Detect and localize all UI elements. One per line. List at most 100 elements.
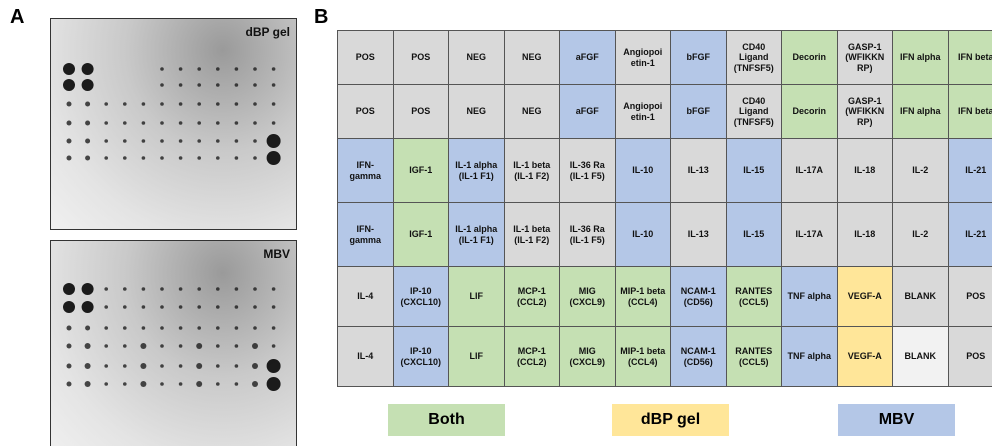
spot [253,139,257,143]
spot [179,102,183,106]
spots [51,19,296,229]
spot [272,102,276,106]
spot [160,344,164,348]
table-cell: IL-4 [337,266,394,327]
spot [142,156,146,160]
spot [235,139,239,143]
spot [140,343,146,349]
spot [197,83,201,87]
table-cell: IL-36 Ra (IL-1 F5) [559,202,616,267]
spot [267,377,281,391]
table-cell: TNF alpha [781,326,838,387]
spot [216,287,220,291]
panel-label: A [10,6,24,29]
table-cell: IGF-1 [393,138,450,203]
spot [160,305,164,309]
table-cell: aFGF [559,30,616,85]
table-cell: IL-2 [892,138,949,203]
spot [179,326,183,330]
spot [160,139,164,143]
spot [196,343,202,349]
legend-item: Both [388,404,505,436]
spot [67,121,72,126]
table-cell: MIG (CXCL9) [559,326,616,387]
table-cell: CD40 Ligand (TNFSF5) [726,30,783,85]
spot [196,363,202,369]
spot [179,121,183,125]
table-cell: RANTES (CCL5) [726,266,783,327]
spot [235,121,239,125]
spot [140,363,146,369]
table-cell: IL-17A [781,202,838,267]
table-cell: IL-1 alpha (IL-1 F1) [448,202,505,267]
spot [179,139,183,143]
spot [179,83,183,87]
table-cell: LIF [448,326,505,387]
spot [196,381,202,387]
spot [253,305,257,309]
table-cell: IL-1 beta (IL-1 F2) [504,202,561,267]
spot [123,121,127,125]
spot [85,381,91,387]
spot [123,305,127,309]
spot [85,363,91,369]
spot [216,305,220,309]
spot [179,67,183,71]
table-cell: NEG [504,84,561,139]
spot [123,326,127,330]
blot-label: MBV [263,247,290,261]
spot [160,83,164,87]
table-cell: IL-18 [837,138,894,203]
table-cell: IL-18 [837,202,894,267]
spot [123,102,127,106]
spot [104,382,108,386]
table-cell: IL-1 alpha (IL-1 F1) [448,138,505,203]
table-cell: IFN beta [948,84,992,139]
spot [267,134,281,148]
spot [235,287,239,291]
spot [252,381,258,387]
spot [272,326,276,330]
table-cell: VEGF-A [837,266,894,327]
spot [272,83,276,87]
spot [160,156,164,160]
spot [142,102,146,106]
table-cell: IL-21 [948,202,992,267]
table-cell: IP-10 (CXCL10) [393,326,450,387]
table-cell: IP-10 (CXCL10) [393,266,450,327]
spot [197,326,201,330]
table-cell: NCAM-1 (CD56) [670,266,727,327]
panel-label: B [314,6,328,29]
spot [160,364,164,368]
spot [104,287,108,291]
spot [142,305,146,309]
table-cell: POS [948,266,992,327]
table-cell: IFN beta [948,30,992,85]
spot [235,344,239,348]
spot [267,151,281,165]
spot [253,287,257,291]
spot [252,363,258,369]
spot [104,364,108,368]
spot [253,326,257,330]
spot [63,63,75,75]
spot [179,305,183,309]
spot [235,83,239,87]
spot [197,67,201,71]
spot [252,343,258,349]
table-cell: IL-13 [670,202,727,267]
spot [235,382,239,386]
spot [85,121,90,126]
spot [82,63,94,75]
spot [160,326,164,330]
spot [197,287,201,291]
spot [104,102,108,106]
spot [104,326,108,330]
spot [63,283,75,295]
spot [253,83,257,87]
table-cell: NCAM-1 (CD56) [670,326,727,387]
spot [82,301,94,313]
table-cell: GASP-1 (WFIKKN RP) [837,84,894,139]
spot [272,121,276,125]
spot [179,344,183,348]
